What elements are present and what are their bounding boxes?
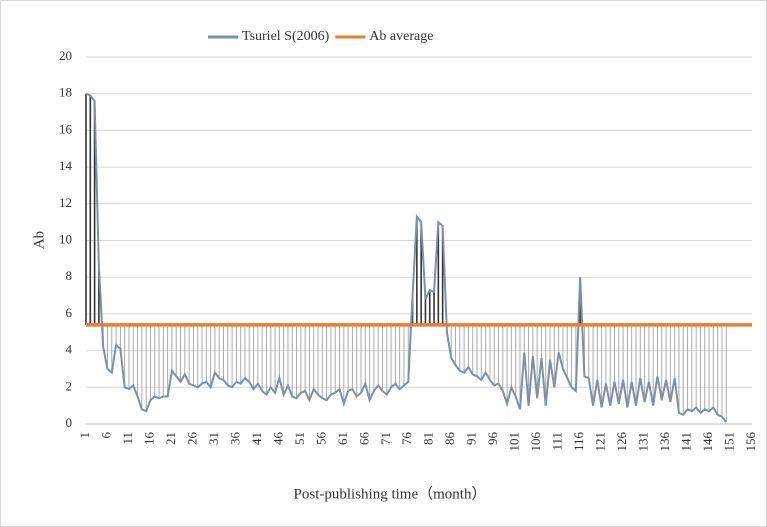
y-tick-label: 10 — [59, 231, 72, 246]
x-tick-label: 101 — [507, 432, 522, 452]
line-series — [85, 92, 728, 423]
x-tick-label: 91 — [464, 432, 479, 445]
x-tick-label: 66 — [356, 432, 371, 446]
y-tick-label: 16 — [59, 121, 73, 136]
legend-label: Tsuriel S(2006) — [242, 29, 330, 44]
x-tick-label: 86 — [442, 432, 457, 446]
x-axis-label: Post-publishing time（month） — [294, 485, 487, 502]
x-tick-label: 81 — [421, 432, 436, 445]
y-tick-label: 4 — [66, 342, 73, 357]
y-tick-label: 20 — [59, 48, 72, 63]
x-tick-label: 36 — [227, 432, 242, 446]
y-tick-label: 6 — [66, 305, 73, 320]
x-tick-label: 111 — [550, 432, 565, 451]
x-tick-label: 136 — [657, 432, 672, 452]
x-tick-label: 46 — [270, 432, 285, 446]
x-tick-label: 11 — [120, 432, 135, 445]
x-tick-label: 141 — [679, 432, 694, 452]
y-tick-label: 12 — [59, 195, 72, 210]
x-tick-label: 96 — [485, 432, 500, 446]
x-tick-label: 56 — [313, 432, 328, 446]
x-tick-label: 61 — [335, 432, 350, 445]
x-tick-label: 121 — [593, 432, 608, 452]
y-tick-label: 18 — [59, 85, 72, 100]
x-tick-label: 71 — [378, 432, 393, 445]
y-tick-label: 2 — [66, 378, 73, 393]
y-tick-label: 8 — [66, 268, 73, 283]
x-tick-label: 76 — [399, 432, 414, 446]
x-tick-label: 31 — [206, 432, 221, 445]
x-tick-label: 51 — [292, 432, 307, 445]
x-tick-label: 156 — [743, 432, 758, 452]
y-axis-label: Ab — [31, 231, 47, 249]
x-tick-label: 131 — [636, 432, 651, 452]
y-tick-label: 14 — [59, 158, 73, 173]
x-tick-label: 126 — [614, 432, 629, 452]
x-tick-label: 106 — [528, 432, 543, 452]
x-tick-label: 6 — [98, 432, 113, 439]
x-tick-label: 1 — [77, 432, 92, 439]
x-tick-label: 16 — [141, 432, 156, 446]
x-tick-label: 21 — [163, 432, 178, 445]
x-tick-label: 116 — [571, 432, 586, 452]
y-tick-label: 0 — [66, 415, 73, 430]
x-tick-label: 26 — [184, 432, 199, 446]
x-tick-label: 41 — [249, 432, 264, 445]
legend-label: Ab average — [369, 29, 433, 44]
x-tick-label: 146 — [700, 432, 715, 452]
x-tick-label: 151 — [722, 432, 737, 452]
